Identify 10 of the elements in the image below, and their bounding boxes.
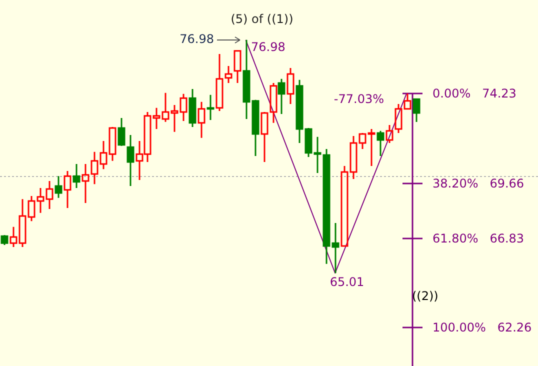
annotation: ((2)) bbox=[412, 289, 438, 304]
ref-line-label: 100.00% 62.26 bbox=[432, 320, 532, 335]
annotation: (5) of ((1)) bbox=[230, 12, 294, 26]
annotation: -77.03% bbox=[334, 92, 384, 106]
annotation: 65.01 bbox=[330, 275, 364, 290]
ref-line-label: 61.80% 66.83 bbox=[432, 232, 524, 246]
ref-line-label: 38.20% 69.66 bbox=[432, 176, 524, 191]
annotation: 76.98 bbox=[251, 40, 286, 54]
annotation: 76.98 bbox=[180, 32, 214, 46]
ref-line-label: 0.00% 74.23 bbox=[432, 86, 516, 101]
